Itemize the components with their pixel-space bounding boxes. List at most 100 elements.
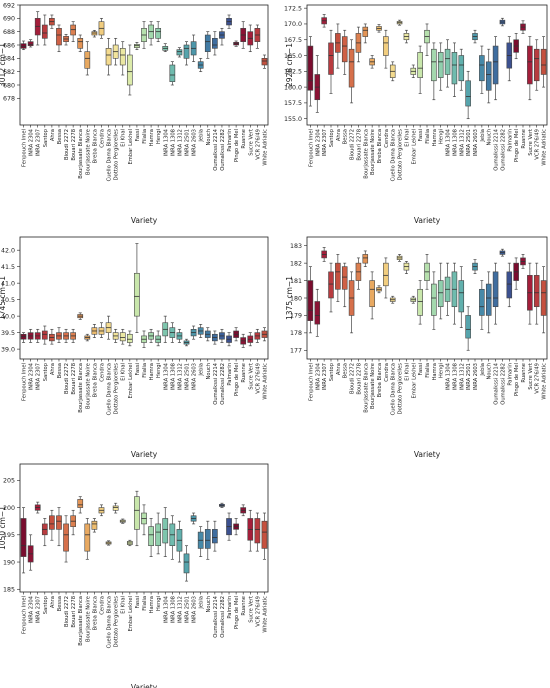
x-tick-label: Dottato Pergiorelles <box>114 129 120 181</box>
iqr-box <box>204 529 211 549</box>
box-0 <box>20 40 27 51</box>
x-tick-label: INRA 2603 <box>192 596 198 623</box>
box-7 <box>355 26 362 63</box>
box-33 <box>254 24 261 49</box>
x-tick-label: Nouch <box>206 363 212 379</box>
y-tick-label: 170.0 <box>284 21 302 28</box>
x-tick-label: Filalia <box>425 129 431 144</box>
box-24 <box>190 325 197 340</box>
box-13 <box>396 254 403 262</box>
y-axis-label: 1375 cm−1 <box>285 276 294 320</box>
box-22 <box>176 520 183 563</box>
box-30 <box>233 327 239 342</box>
x-tick-label: Santop <box>43 595 49 614</box>
iqr-box <box>485 283 492 316</box>
x-tick-label: Santop <box>43 128 49 147</box>
iqr-box <box>444 48 451 75</box>
box-1 <box>27 534 34 571</box>
x-tick-label: Bioudi 2272 <box>350 363 356 394</box>
x-tick-label: Oumalkssi 2282 <box>220 129 226 171</box>
y-tick-label: 167.5 <box>284 37 302 44</box>
box-33 <box>533 262 540 325</box>
iqr-box <box>126 54 133 86</box>
x-tick-label: Pingo de Mel <box>514 129 520 162</box>
x-tick-label: Oumalkssi 2214 <box>494 128 500 170</box>
box-25 <box>197 57 204 73</box>
box-23 <box>183 545 190 582</box>
box-9 <box>369 271 375 320</box>
x-tick-label: Ahra <box>50 596 56 608</box>
iqr-box <box>212 529 218 544</box>
x-tick-label: Bourjassate Noire <box>85 363 91 409</box>
box-33 <box>254 512 261 552</box>
x-tick-label: VCR 276/49 <box>535 129 541 160</box>
x-tick-label: Oumalkssi 2214 <box>213 128 219 170</box>
box-22 <box>176 47 183 58</box>
box-34 <box>261 327 268 342</box>
y-tick-label: 205 <box>3 478 15 485</box>
box-4 <box>335 254 341 302</box>
x-tick-label: Dottato Pergiorelles <box>398 129 404 181</box>
box-2 <box>34 11 41 46</box>
box-19 <box>155 330 162 347</box>
x-tick-label: INRA 1304 <box>163 362 169 390</box>
x-tick-label: INRA 1304 <box>163 128 169 156</box>
chart-panel-3: 39.0 39.5 40.0 40.5 41.0 41.5 42.0 1745 cm−1 Fen… <box>0 236 268 459</box>
iqr-box <box>77 499 84 508</box>
box-21 <box>169 61 176 86</box>
y-tick-label: 180 <box>290 295 302 302</box>
x-tick-label: Ruanne <box>521 363 527 383</box>
x-tick-label: Bessa <box>343 363 349 378</box>
x-tick-label: Filalia <box>142 596 148 611</box>
box-6 <box>348 271 355 334</box>
x-tick-label: INRA 2307 <box>36 129 42 156</box>
box-2 <box>34 328 41 343</box>
x-tick-label: INRA 1308 <box>170 129 176 156</box>
x-tick-label: Jebla <box>199 363 205 377</box>
x-tick-label: White Adriatic <box>262 363 268 400</box>
x-tick-label: Bioudi 2272 <box>64 129 70 160</box>
iqr-box <box>126 333 133 343</box>
x-tick-label: Dottato Pergiorelles <box>398 363 404 415</box>
box-21 <box>169 515 176 560</box>
box-18 <box>431 271 437 330</box>
x-tick-label: INRA 2307 <box>36 363 42 390</box>
iqr-box <box>183 553 190 574</box>
iqr-box <box>84 51 91 69</box>
box-29 <box>506 262 513 308</box>
box-8 <box>77 496 84 514</box>
x-tick-label: Oumalkssi 2282 <box>500 363 506 405</box>
box-4 <box>49 509 55 541</box>
box-12 <box>105 37 112 76</box>
iqr-box <box>41 24 48 39</box>
x-axis-label: Variety <box>131 450 158 459</box>
x-tick-label: Cendra <box>99 363 105 382</box>
box-7 <box>355 257 362 290</box>
x-tick-label: Pingo de Mel <box>234 596 240 629</box>
box-0 <box>20 507 27 574</box>
y-tick-label: 682 <box>3 69 15 76</box>
y-tick-label: 680 <box>3 82 15 89</box>
box-14 <box>403 29 410 44</box>
x-tick-label: Nouch <box>206 129 212 145</box>
box-8 <box>77 34 84 53</box>
box-28 <box>219 328 225 343</box>
iqr-box <box>417 288 423 316</box>
x-tick-label: Oumalkssi 2282 <box>220 596 226 638</box>
box-18 <box>148 328 154 343</box>
iqr-box <box>212 38 218 49</box>
y-tick-label: 162.5 <box>284 69 302 76</box>
x-tick-label: Fenpouch Imel <box>308 129 314 167</box>
y-tick-label: 165.0 <box>284 53 302 60</box>
iqr-box <box>485 61 492 91</box>
x-tick-label: Santop <box>329 362 335 381</box>
box-15 <box>126 44 133 96</box>
box-1 <box>27 39 34 48</box>
box-23 <box>183 41 190 66</box>
x-tick-label: Jebla <box>480 129 486 143</box>
box-16 <box>417 280 423 325</box>
x-tick-label: Ruanne <box>241 363 247 383</box>
x-tick-label: Bourjassate Blanca <box>363 129 369 179</box>
x-tick-label: Breba Blanca <box>92 363 98 397</box>
